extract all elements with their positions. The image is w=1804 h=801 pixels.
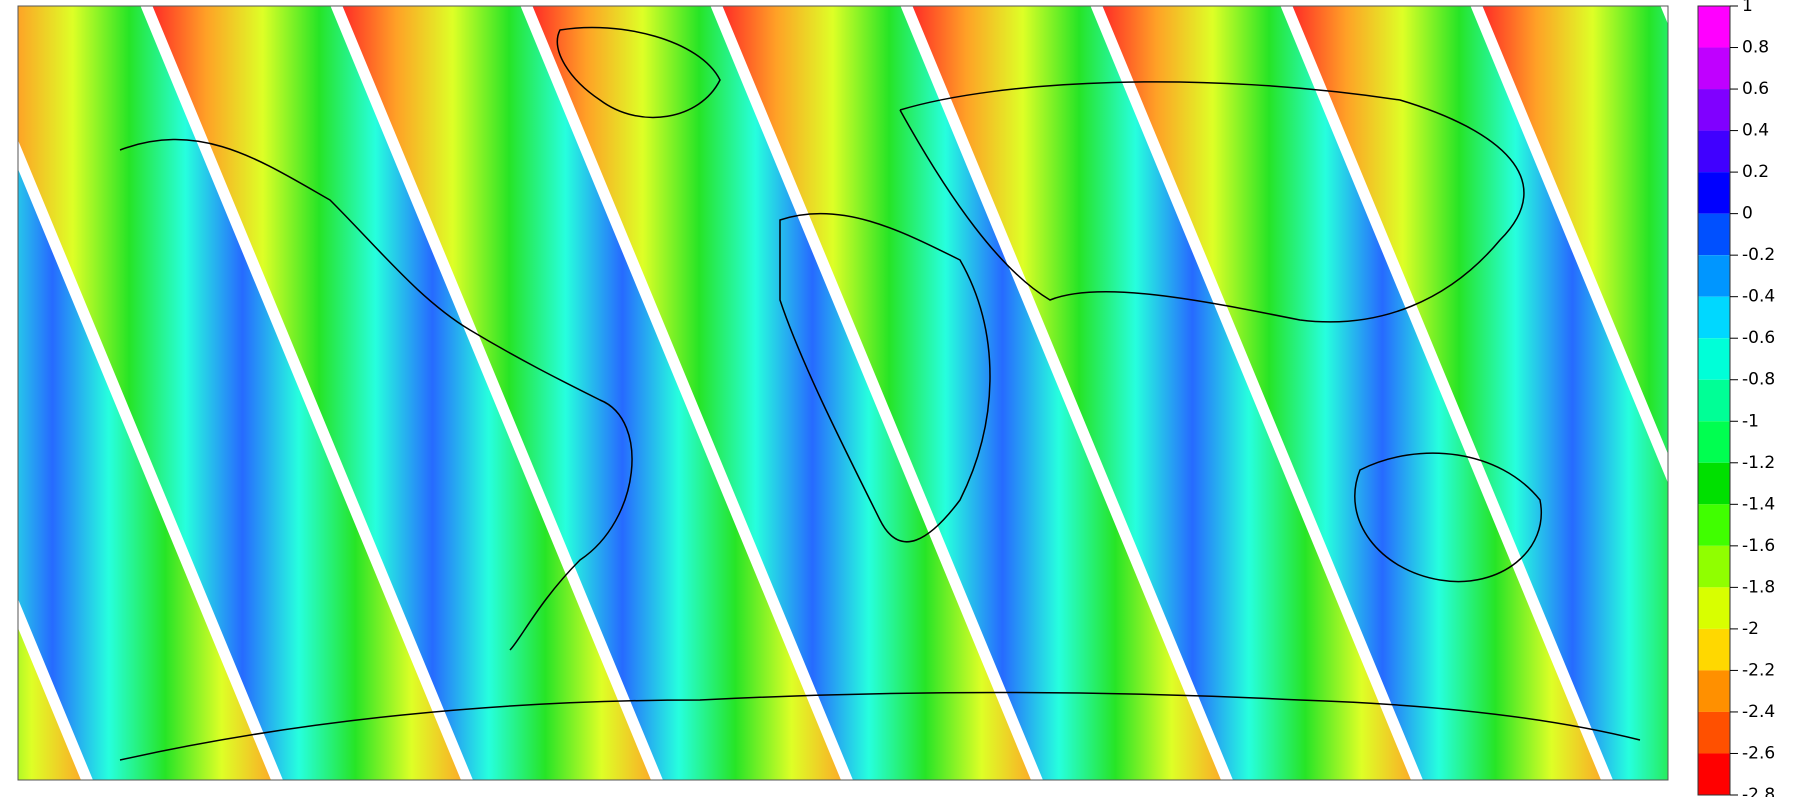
colorbar-segment xyxy=(1698,297,1730,339)
colorbar-segment xyxy=(1698,712,1730,754)
colorbar-segment xyxy=(1698,48,1730,90)
colorbar-tick-label: -2.6 xyxy=(1742,743,1775,763)
colorbar-tick-label: -1.2 xyxy=(1742,453,1775,473)
colorbar-tick-label: 0.4 xyxy=(1742,121,1769,141)
colorbar-segment xyxy=(1698,753,1730,795)
colorbar-segment xyxy=(1698,587,1730,629)
colorbar-segment xyxy=(1698,255,1730,297)
map-figure: 1 0.8 0.6 0.4 0.2 0 -0.2 -0.4 -0.6 -0.8 -1 -1.2 -1.4… xyxy=(0,0,1804,797)
colorbar-segment xyxy=(1698,89,1730,131)
colorbar-tick-label: -2.4 xyxy=(1742,702,1775,722)
colorbar-tick-label: -1.6 xyxy=(1742,536,1775,556)
colorbar-tick-label: 0 xyxy=(1742,204,1753,224)
colorbar-tick-label: -2.8 xyxy=(1742,785,1775,797)
colorbar-tick-label: -2.2 xyxy=(1742,660,1775,680)
satellite-swaths xyxy=(0,0,1804,797)
swath xyxy=(1670,0,1804,797)
colorbar-tick-label: -1 xyxy=(1742,411,1759,431)
colorbar-tick-label: -0.2 xyxy=(1742,245,1775,265)
colorbar-segment xyxy=(1698,214,1730,256)
colorbar-segment xyxy=(1698,629,1730,671)
colorbar-segment xyxy=(1698,338,1730,380)
colorbar-tick-label: -2 xyxy=(1742,619,1759,639)
colorbar-segment xyxy=(1698,463,1730,505)
colorbar-tick-label: 0.8 xyxy=(1742,38,1769,58)
colorbar-segment xyxy=(1698,172,1730,214)
colorbar-segment xyxy=(1698,546,1730,588)
colorbar-segment xyxy=(1698,504,1730,546)
colorbar-tick-label: 0.2 xyxy=(1742,162,1769,182)
colorbar-tick-label: -0.4 xyxy=(1742,287,1775,307)
colorbar-tick-label: -1.8 xyxy=(1742,577,1775,597)
colorbar-segment xyxy=(1698,131,1730,173)
colorbar-tick-label: 0.6 xyxy=(1742,79,1769,99)
colorbar-tick-label: 1 xyxy=(1742,0,1753,16)
colorbar-segment xyxy=(1698,421,1730,463)
colorbar-segment xyxy=(1698,380,1730,422)
colorbar-segment xyxy=(1698,6,1730,48)
colorbar-segment xyxy=(1698,670,1730,712)
page: {"chart_data": {"type": "map", "colorbar… xyxy=(0,0,1804,797)
colorbar-tick-label: -1.4 xyxy=(1742,494,1775,514)
colorbar-tick-label: -0.8 xyxy=(1742,370,1775,390)
colorbar-tick-label: -0.6 xyxy=(1742,328,1775,348)
colorbar: 1 0.8 0.6 0.4 0.2 0 -0.2 -0.4 -0.6 -0.8 -1 -1.2 -1.4… xyxy=(1698,0,1775,797)
